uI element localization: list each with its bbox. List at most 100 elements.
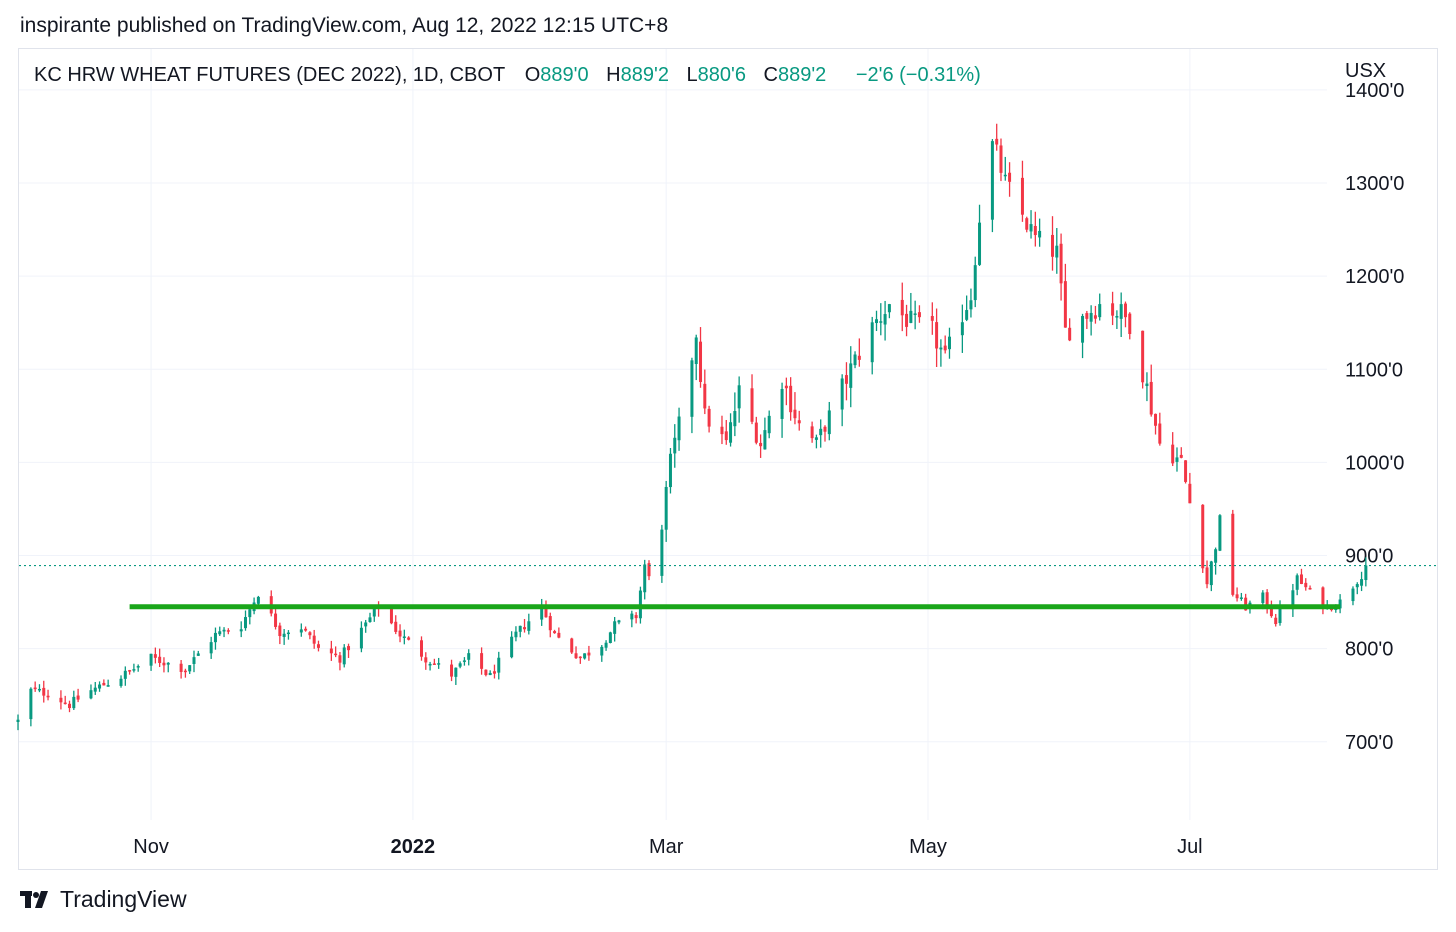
candle-body — [304, 628, 308, 631]
x-tick-label: Mar — [649, 836, 684, 858]
candle-body — [943, 345, 947, 351]
candle-body — [1068, 327, 1072, 341]
candle-body — [42, 687, 46, 696]
candle-body — [1154, 413, 1158, 426]
candle-body — [419, 640, 423, 657]
candle-body — [29, 688, 33, 720]
candle-body — [244, 617, 248, 629]
candle-body — [59, 697, 63, 703]
candle-body — [1051, 234, 1055, 257]
candle-body — [1123, 303, 1127, 318]
candle-body — [407, 637, 411, 640]
high-readout: H889'2 — [606, 64, 669, 86]
candle-body — [1063, 281, 1067, 328]
candle-body — [668, 453, 672, 488]
candle-body — [965, 310, 969, 320]
y-tick-label: 1300'0 — [1345, 173, 1404, 195]
candle-body — [33, 687, 37, 690]
candle-body — [909, 310, 913, 323]
candle-body — [1128, 313, 1132, 334]
candle-body — [1338, 599, 1342, 609]
open-readout: O889'0 — [524, 64, 589, 86]
candle-body — [1020, 177, 1024, 215]
candle-body — [853, 354, 857, 366]
y-tick-label: 800'0 — [1345, 639, 1393, 661]
candle-body — [37, 688, 41, 691]
candle-body — [887, 304, 891, 313]
y-tick-label: 1200'0 — [1345, 266, 1404, 288]
candle-body — [793, 409, 797, 419]
candle-body — [63, 702, 67, 705]
candle-body — [1175, 457, 1179, 462]
candle-body — [814, 437, 818, 440]
candle-body — [394, 621, 398, 632]
currency-label: USX — [1345, 60, 1387, 82]
candle-body — [1038, 230, 1042, 238]
candle-body — [136, 666, 140, 668]
candle-body — [750, 388, 754, 422]
candle-body — [870, 322, 874, 363]
candle-body — [128, 670, 132, 672]
candle-body — [699, 341, 703, 382]
candle-body — [600, 646, 604, 656]
candle-body — [450, 664, 454, 677]
candle-body — [1111, 303, 1115, 316]
candle-body — [548, 616, 552, 631]
candle-body — [574, 653, 578, 659]
candle-body — [823, 426, 827, 432]
candle-body — [1055, 245, 1059, 258]
candle-body — [1218, 515, 1222, 551]
candle-body — [1201, 504, 1205, 569]
candle-body — [119, 678, 123, 686]
candle-body — [900, 299, 904, 316]
candle-body — [1261, 592, 1265, 604]
candle-body — [68, 703, 72, 709]
candle-body — [789, 385, 793, 413]
candle-body — [1355, 584, 1359, 588]
candle-body — [338, 655, 342, 663]
candle-body — [1119, 304, 1123, 319]
low-readout: L880'6 — [686, 64, 746, 86]
candle-body — [158, 656, 162, 663]
candle-body — [364, 622, 368, 627]
candle-body — [359, 627, 363, 649]
candle-body — [1029, 224, 1033, 232]
candle-body — [1321, 587, 1325, 608]
candle-body — [995, 138, 999, 145]
candle-body — [875, 319, 879, 324]
y-tick-label: 1400'0 — [1345, 80, 1404, 102]
candle-body — [905, 313, 909, 327]
candle-body — [1149, 381, 1153, 415]
candle-body — [857, 355, 861, 360]
candle-body — [213, 632, 217, 643]
x-tick-label: May — [909, 836, 947, 858]
candle-body — [570, 638, 574, 653]
candle-body — [1098, 304, 1102, 318]
candle-body — [1171, 444, 1175, 464]
candle-body — [72, 696, 76, 709]
candle-body — [123, 670, 127, 679]
candle-body — [527, 621, 531, 631]
candle-body — [973, 265, 977, 301]
candle-body — [106, 685, 110, 687]
candle-body — [93, 687, 97, 692]
candle-body — [694, 337, 698, 365]
candle-body — [797, 420, 801, 424]
candle-body — [1214, 549, 1218, 563]
close-readout: C889'2 — [763, 64, 827, 86]
candle-body — [514, 631, 518, 638]
x-tick-label: Nov — [133, 836, 169, 858]
candle-body — [1008, 172, 1012, 182]
candle-body — [89, 690, 93, 699]
candle-body — [372, 608, 376, 617]
tradingview-logo-icon — [20, 890, 48, 908]
candle-body — [647, 563, 651, 577]
candle-body — [935, 322, 939, 349]
chart-frame[interactable] — [18, 48, 1438, 870]
candle-body — [484, 669, 488, 676]
candle-body — [424, 657, 428, 663]
candle-body — [763, 430, 767, 450]
candle-body — [608, 632, 612, 643]
candle-body — [432, 663, 436, 665]
